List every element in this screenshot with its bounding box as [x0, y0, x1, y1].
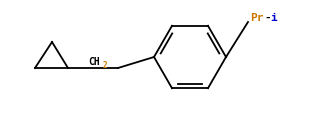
Text: -: -	[264, 13, 271, 23]
Text: 2: 2	[103, 62, 108, 70]
Text: i: i	[270, 13, 277, 23]
Text: Pr: Pr	[250, 13, 263, 23]
Text: CH: CH	[88, 57, 100, 67]
